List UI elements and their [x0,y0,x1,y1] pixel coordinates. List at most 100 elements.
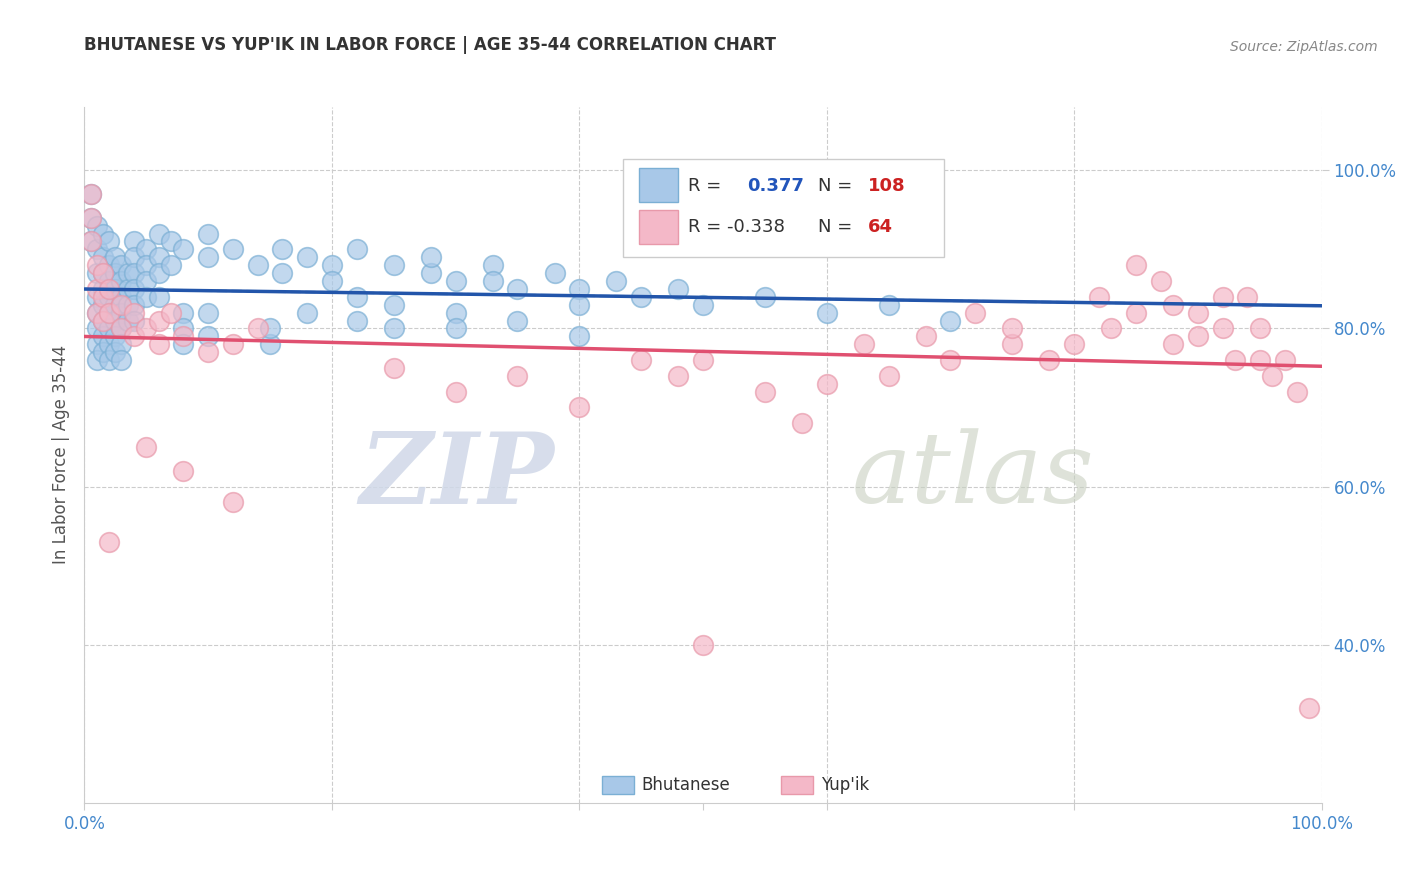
Point [444,274,467,288]
Point [104,345,127,359]
Point [91,266,114,280]
Point [122,282,145,296]
Point [754,290,776,304]
Point [91,266,114,280]
Point [122,235,145,249]
Point [104,313,127,327]
Point [91,298,114,312]
Point [1125,305,1147,319]
Point [1187,329,1209,343]
Point [98,321,121,335]
Point [1161,337,1184,351]
Point [86,258,108,272]
Point [86,266,108,280]
Point [91,313,114,327]
Point [877,368,900,383]
Text: Bhutanese: Bhutanese [641,776,730,795]
Point [110,258,132,272]
Point [965,305,987,319]
Point [630,290,652,304]
Point [346,290,368,304]
Point [79,187,101,202]
Point [666,368,689,383]
Point [1261,368,1284,383]
Point [117,298,139,312]
Point [135,290,157,304]
Point [666,282,689,296]
Point [98,305,121,319]
Point [122,305,145,319]
Point [79,187,101,202]
Point [346,243,368,257]
Point [481,258,503,272]
Text: Yup'ik: Yup'ik [821,776,869,795]
Point [1236,290,1258,304]
Point [321,274,343,288]
Point [246,258,269,272]
Point [568,329,591,343]
Point [1249,353,1271,368]
Point [197,250,219,264]
Point [246,321,269,335]
Point [172,321,194,335]
Point [110,321,132,335]
Point [1212,290,1234,304]
Point [110,290,132,304]
Point [197,305,219,319]
Point [1150,274,1173,288]
Point [692,638,714,652]
Point [419,266,441,280]
Point [382,361,405,376]
FancyBboxPatch shape [638,210,678,244]
Point [1099,321,1122,335]
Point [506,368,529,383]
Point [815,305,838,319]
Point [605,274,627,288]
Point [98,274,121,288]
Point [91,227,114,241]
Point [1088,290,1111,304]
Point [86,243,108,257]
Point [295,305,318,319]
Text: ZIP: ZIP [360,427,554,524]
Point [117,282,139,296]
Point [790,417,813,431]
Point [91,329,114,343]
Point [197,227,219,241]
Point [148,227,170,241]
Point [98,282,121,296]
Point [110,353,132,368]
Point [110,305,132,319]
Point [692,353,714,368]
Point [568,401,591,415]
Point [1161,298,1184,312]
Point [852,337,875,351]
Point [91,313,114,327]
FancyBboxPatch shape [602,776,634,794]
Point [1298,701,1320,715]
Point [568,282,591,296]
Point [135,321,157,335]
Point [939,313,962,327]
Text: Source: ZipAtlas.com: Source: ZipAtlas.com [1230,39,1378,54]
Point [79,211,101,225]
Text: BHUTANESE VS YUP'IK IN LABOR FORCE | AGE 35-44 CORRELATION CHART: BHUTANESE VS YUP'IK IN LABOR FORCE | AGE… [84,36,776,54]
Point [110,298,132,312]
FancyBboxPatch shape [638,169,678,202]
Point [110,274,132,288]
Point [148,266,170,280]
Point [91,282,114,296]
Point [1038,353,1060,368]
Point [444,384,467,399]
Point [1285,384,1308,399]
Point [110,337,132,351]
Text: R = -0.338: R = -0.338 [688,219,785,236]
Point [481,274,503,288]
Point [98,235,121,249]
Point [148,337,170,351]
Point [91,290,114,304]
Point [79,211,101,225]
Point [382,321,405,335]
Point [259,337,281,351]
Point [321,258,343,272]
